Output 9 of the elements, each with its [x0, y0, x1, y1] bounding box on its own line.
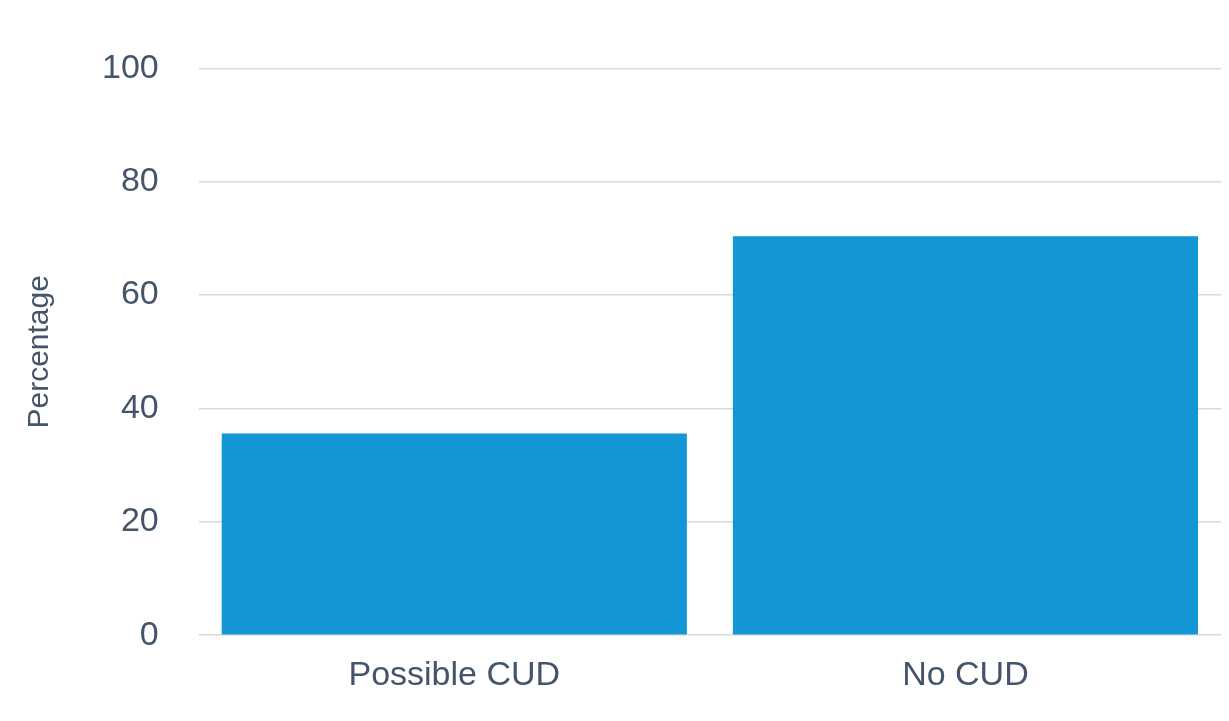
y-tick-label: 0: [139, 613, 159, 652]
y-tick-label: 100: [101, 46, 159, 85]
y-axis-title: Percentage: [21, 275, 55, 429]
y-tick-label: 60: [120, 273, 159, 312]
y-tick-label: 80: [120, 160, 159, 199]
y-tick-label: 40: [120, 386, 159, 425]
x-tick-label: No CUD: [902, 653, 1029, 692]
x-tick-label: Possible CUD: [348, 653, 561, 692]
y-tick-label: 20: [120, 500, 159, 539]
